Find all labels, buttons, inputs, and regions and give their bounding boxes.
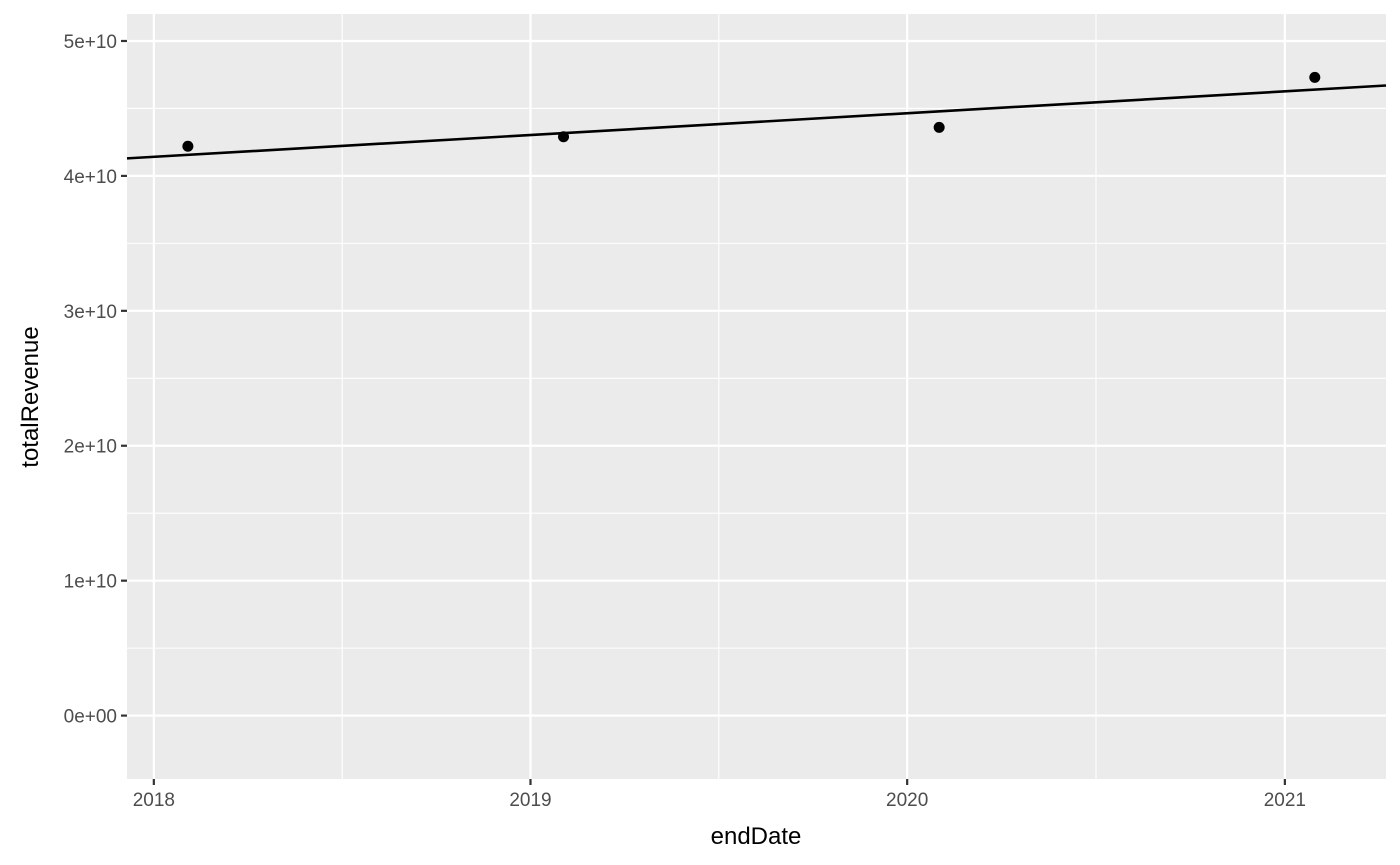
data-point [1309, 71, 1321, 83]
y-tick-label: 3e+10 [64, 302, 117, 323]
x-tick-label: 2018 [133, 790, 175, 811]
x-tick-label: 2021 [1264, 790, 1306, 811]
minor-gridlines [127, 14, 1386, 779]
y-tick-label: 4e+10 [64, 167, 117, 188]
y-tick-label: 0e+00 [64, 707, 117, 728]
x-axis: 2018 2019 2020 2021 [133, 779, 1306, 811]
points-layer [182, 71, 1321, 152]
y-axis: 0e+00 1e+10 2e+10 3e+10 4e+10 5e+10 [64, 32, 127, 728]
y-axis-title: totalRevenue [17, 326, 44, 467]
data-point [182, 140, 194, 152]
x-tick-label: 2019 [509, 790, 551, 811]
major-gridlines [127, 14, 1386, 779]
data-point [933, 121, 945, 133]
y-tick-label: 2e+10 [64, 437, 117, 458]
data-point [558, 131, 570, 143]
trend-line [126, 84, 1387, 160]
y-tick-label: 1e+10 [64, 572, 117, 593]
trend-layer [126, 84, 1387, 160]
y-tick-label: 5e+10 [64, 32, 117, 53]
plot-panel [127, 14, 1386, 779]
x-tick-label: 2020 [886, 790, 928, 811]
x-axis-title: endDate [711, 823, 802, 850]
